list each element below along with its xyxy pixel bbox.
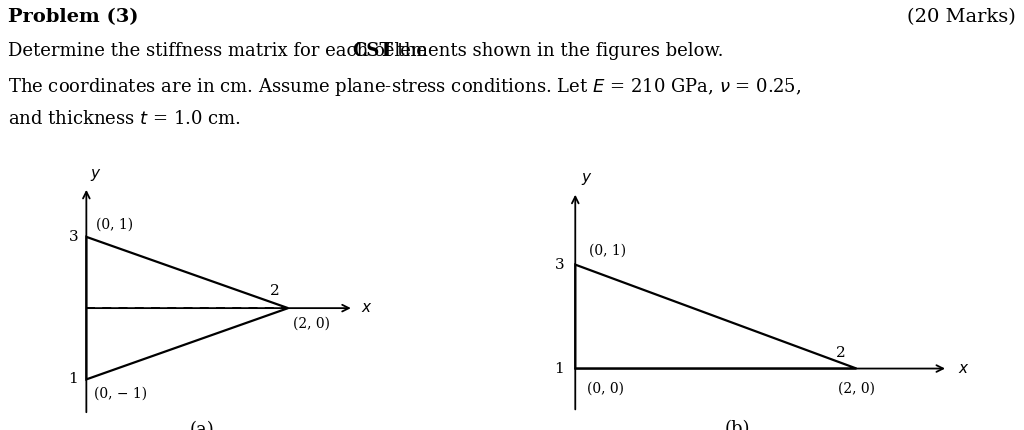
Text: CST: CST [352, 42, 393, 60]
Text: $y$: $y$ [581, 171, 593, 187]
Text: (20 Marks): (20 Marks) [907, 8, 1016, 26]
Text: Determine the stiffness matrix for each of the: Determine the stiffness matrix for each … [8, 42, 432, 60]
Text: (0, − 1): (0, − 1) [94, 387, 147, 400]
Text: and thickness $t$ = 1.0 cm.: and thickness $t$ = 1.0 cm. [8, 110, 241, 128]
Text: $x$: $x$ [957, 362, 970, 375]
Text: (0, 0): (0, 0) [587, 382, 624, 396]
Text: 2: 2 [270, 284, 280, 298]
Text: (0, 1): (0, 1) [96, 218, 133, 232]
Text: $x$: $x$ [360, 301, 373, 315]
Text: elements shown in the figures below.: elements shown in the figures below. [378, 42, 724, 60]
Text: 1: 1 [554, 362, 564, 375]
Text: 3: 3 [554, 258, 564, 272]
Text: $y$: $y$ [90, 167, 102, 184]
Text: 2: 2 [836, 346, 845, 360]
Text: Problem (3): Problem (3) [8, 8, 138, 26]
Text: The coordinates are in cm. Assume plane-stress conditions. Let $E$ = 210 GPa, $\: The coordinates are in cm. Assume plane-… [8, 76, 801, 98]
Text: (2, 0): (2, 0) [293, 316, 330, 331]
Text: 3: 3 [69, 230, 78, 244]
Text: 1: 1 [69, 372, 78, 387]
Text: (a): (a) [190, 421, 215, 430]
Text: (2, 0): (2, 0) [838, 382, 874, 396]
Text: (0, 1): (0, 1) [590, 243, 627, 257]
Text: (b): (b) [724, 421, 750, 430]
